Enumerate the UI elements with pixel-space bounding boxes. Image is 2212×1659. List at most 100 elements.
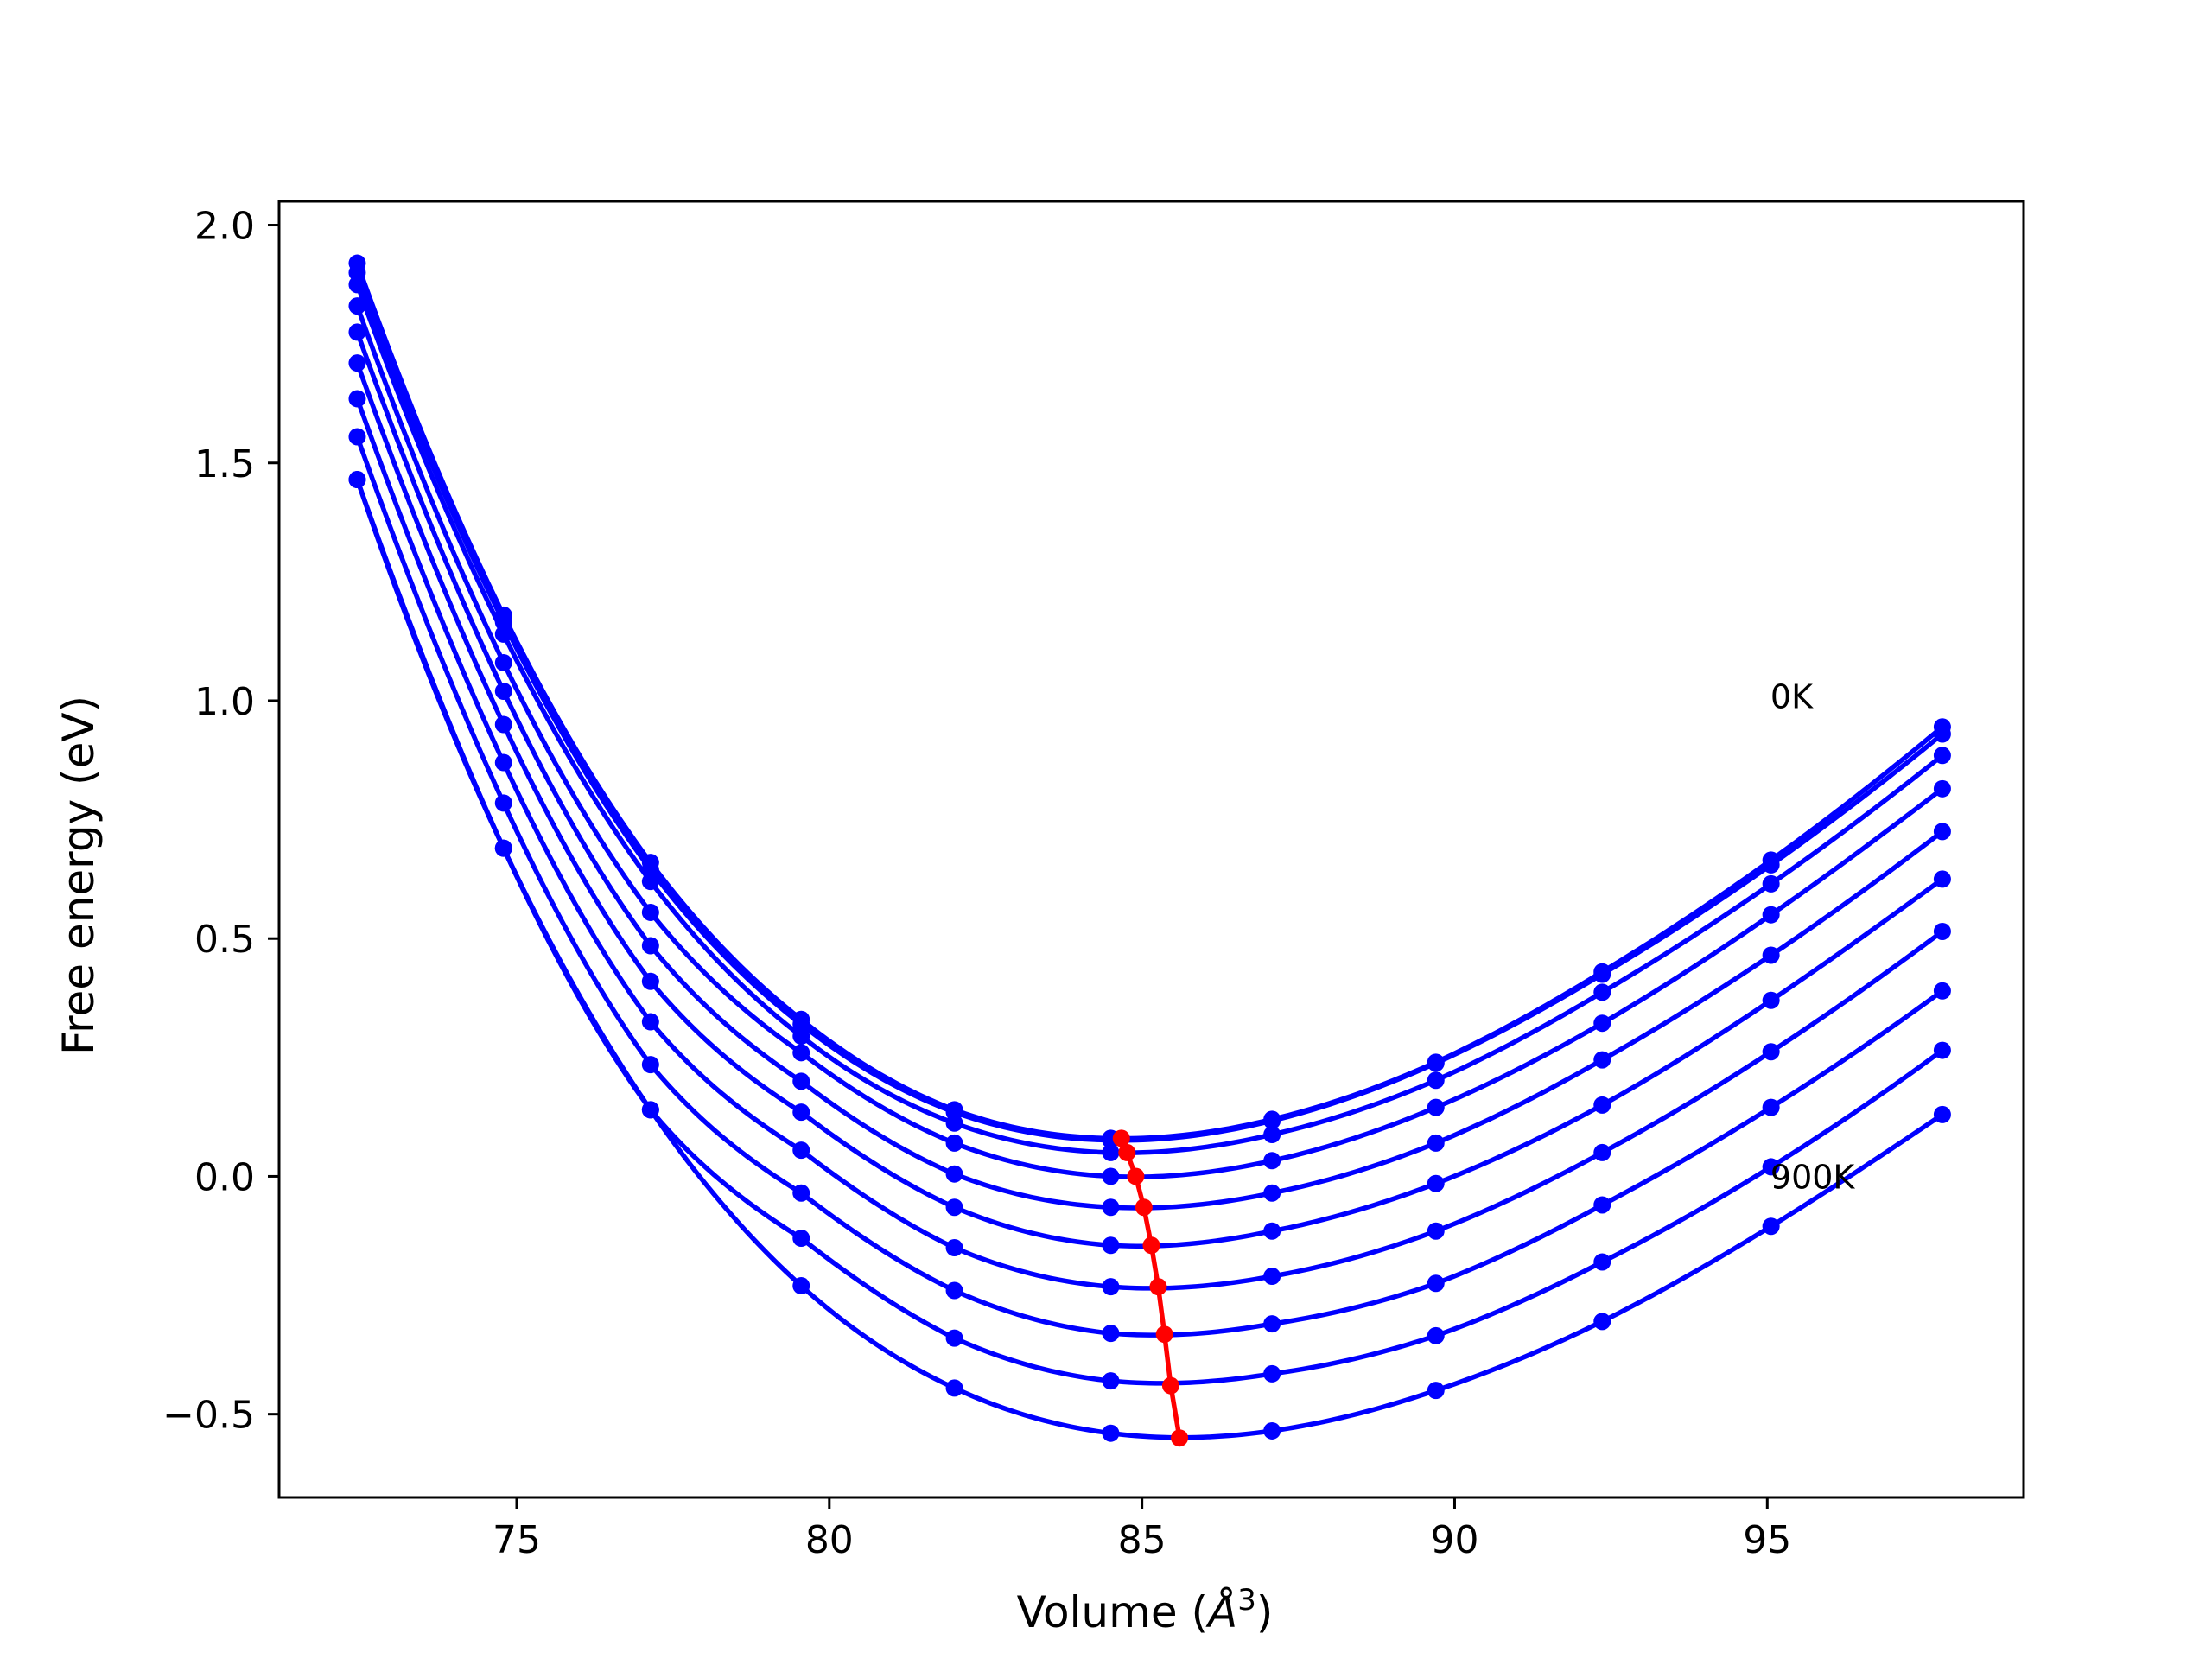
data-point-300K-7 [1427,1098,1445,1116]
data-point-700K-7 [1427,1274,1445,1293]
x-tick-label-80: 80 [805,1518,854,1562]
data-point-900K-4 [945,1379,963,1397]
data-point-500K-9 [1762,991,1780,1009]
data-point-100K-3 [792,1015,810,1033]
data-point-300K-9 [1762,906,1780,924]
axes-layer: 0K 900K 75 80 85 90 95 2.0 1.5 1.0 0.5 0.0 −0.5 [162,200,2025,1562]
data-point-800K-8 [1593,1253,1611,1271]
data-point-400K-9 [1762,946,1780,964]
series-200K [348,276,1951,1161]
data-point-400K-0 [348,323,366,341]
data-point-400K-2 [641,937,659,955]
data-point-700K-0 [348,428,366,446]
data-point-800K-10 [1933,1041,1951,1059]
data-point-700K-1 [494,794,512,812]
axes-frame [277,200,2025,1499]
series-500K [348,354,1951,1255]
y-axis-label: Free energy (eV) [54,696,104,1055]
x-tick-label-95: 95 [1743,1518,1791,1562]
data-point-500K-0 [348,354,366,372]
minima-point-8 [1171,1429,1189,1447]
series-line-100K [354,270,1945,1143]
data-point-900K-8 [1593,1313,1611,1331]
data-point-500K-5 [1102,1236,1120,1255]
data-point-100K-7 [1427,1054,1445,1072]
series-line-300K [354,303,1945,1179]
data-point-200K-10 [1933,747,1951,765]
data-point-500K-7 [1427,1174,1445,1192]
data-point-700K-9 [1762,1098,1780,1116]
data-point-400K-3 [792,1072,810,1090]
data-point-400K-5 [1102,1198,1120,1217]
series-line-700K [354,434,1945,1338]
data-point-100K-6 [1263,1112,1281,1130]
data-point-500K-2 [641,972,659,990]
y-tick-label-−0.5: −0.5 [162,1394,255,1438]
data-point-200K-4 [945,1114,963,1132]
minima-layer [1112,1129,1189,1447]
x-axis-label-exponent: 3 [1237,1583,1256,1618]
series-line-400K [354,329,1945,1211]
series-line-600K [354,396,1945,1291]
data-point-900K-7 [1427,1382,1445,1400]
y-tick-label-0.5: 0.5 [194,918,255,962]
series-100K [348,264,1951,1149]
minima-point-1 [1118,1143,1136,1161]
data-point-300K-4 [945,1134,963,1152]
data-point-700K-2 [641,1056,659,1074]
data-point-400K-1 [494,682,512,700]
data-point-200K-9 [1762,874,1780,893]
data-point-900K-9 [1762,1217,1780,1236]
series-line-500K [354,360,1945,1249]
data-point-500K-4 [945,1198,963,1217]
data-point-400K-10 [1933,823,1951,841]
data-point-500K-10 [1933,870,1951,888]
data-point-300K-10 [1933,779,1951,798]
data-point-800K-3 [792,1230,810,1247]
series-600K [348,390,1951,1296]
x-tick-label-85: 85 [1118,1518,1166,1562]
data-point-900K-2 [641,1101,659,1119]
minima-point-3 [1135,1198,1153,1217]
minima-point-2 [1127,1167,1145,1185]
data-point-500K-8 [1593,1096,1611,1114]
data-point-400K-4 [945,1165,963,1183]
data-point-700K-8 [1593,1196,1611,1214]
data-point-500K-1 [494,715,512,734]
data-point-600K-6 [1263,1268,1281,1286]
series-300K [348,297,1951,1185]
data-point-100K-0 [348,264,366,282]
data-point-400K-6 [1263,1184,1281,1202]
data-point-700K-5 [1102,1325,1120,1343]
data-point-200K-6 [1263,1126,1281,1143]
x-axis-label-main: Volume ( [1017,1587,1208,1637]
data-point-600K-9 [1762,1043,1780,1061]
data-point-600K-1 [494,753,512,772]
series-line-200K [354,282,1945,1155]
data-point-800K-6 [1263,1364,1281,1382]
y-tick-label-1.5: 1.5 [194,442,255,486]
data-point-700K-6 [1263,1315,1281,1333]
data-point-300K-1 [494,653,512,671]
annotation-0K: 0K [1770,677,1814,715]
data-point-600K-0 [348,390,366,408]
data-point-200K-0 [348,276,366,294]
series-900K [348,471,1951,1442]
series-layer [348,254,1951,1442]
data-point-800K-5 [1102,1372,1120,1390]
data-point-200K-8 [1593,983,1611,1001]
data-point-700K-4 [945,1281,963,1300]
data-point-300K-2 [641,903,659,921]
data-point-100K-10 [1933,725,1951,743]
minima-point-4 [1142,1236,1160,1255]
x-axis-label-symbol: Å [1205,1587,1237,1637]
data-point-800K-9 [1762,1158,1780,1176]
data-point-600K-7 [1427,1222,1445,1240]
data-point-300K-5 [1102,1167,1120,1185]
series-line-900K [354,477,1945,1440]
x-tick-label-75: 75 [493,1518,541,1562]
data-point-100K-8 [1593,965,1611,983]
minima-point-7 [1161,1376,1179,1395]
data-point-900K-5 [1102,1424,1120,1442]
